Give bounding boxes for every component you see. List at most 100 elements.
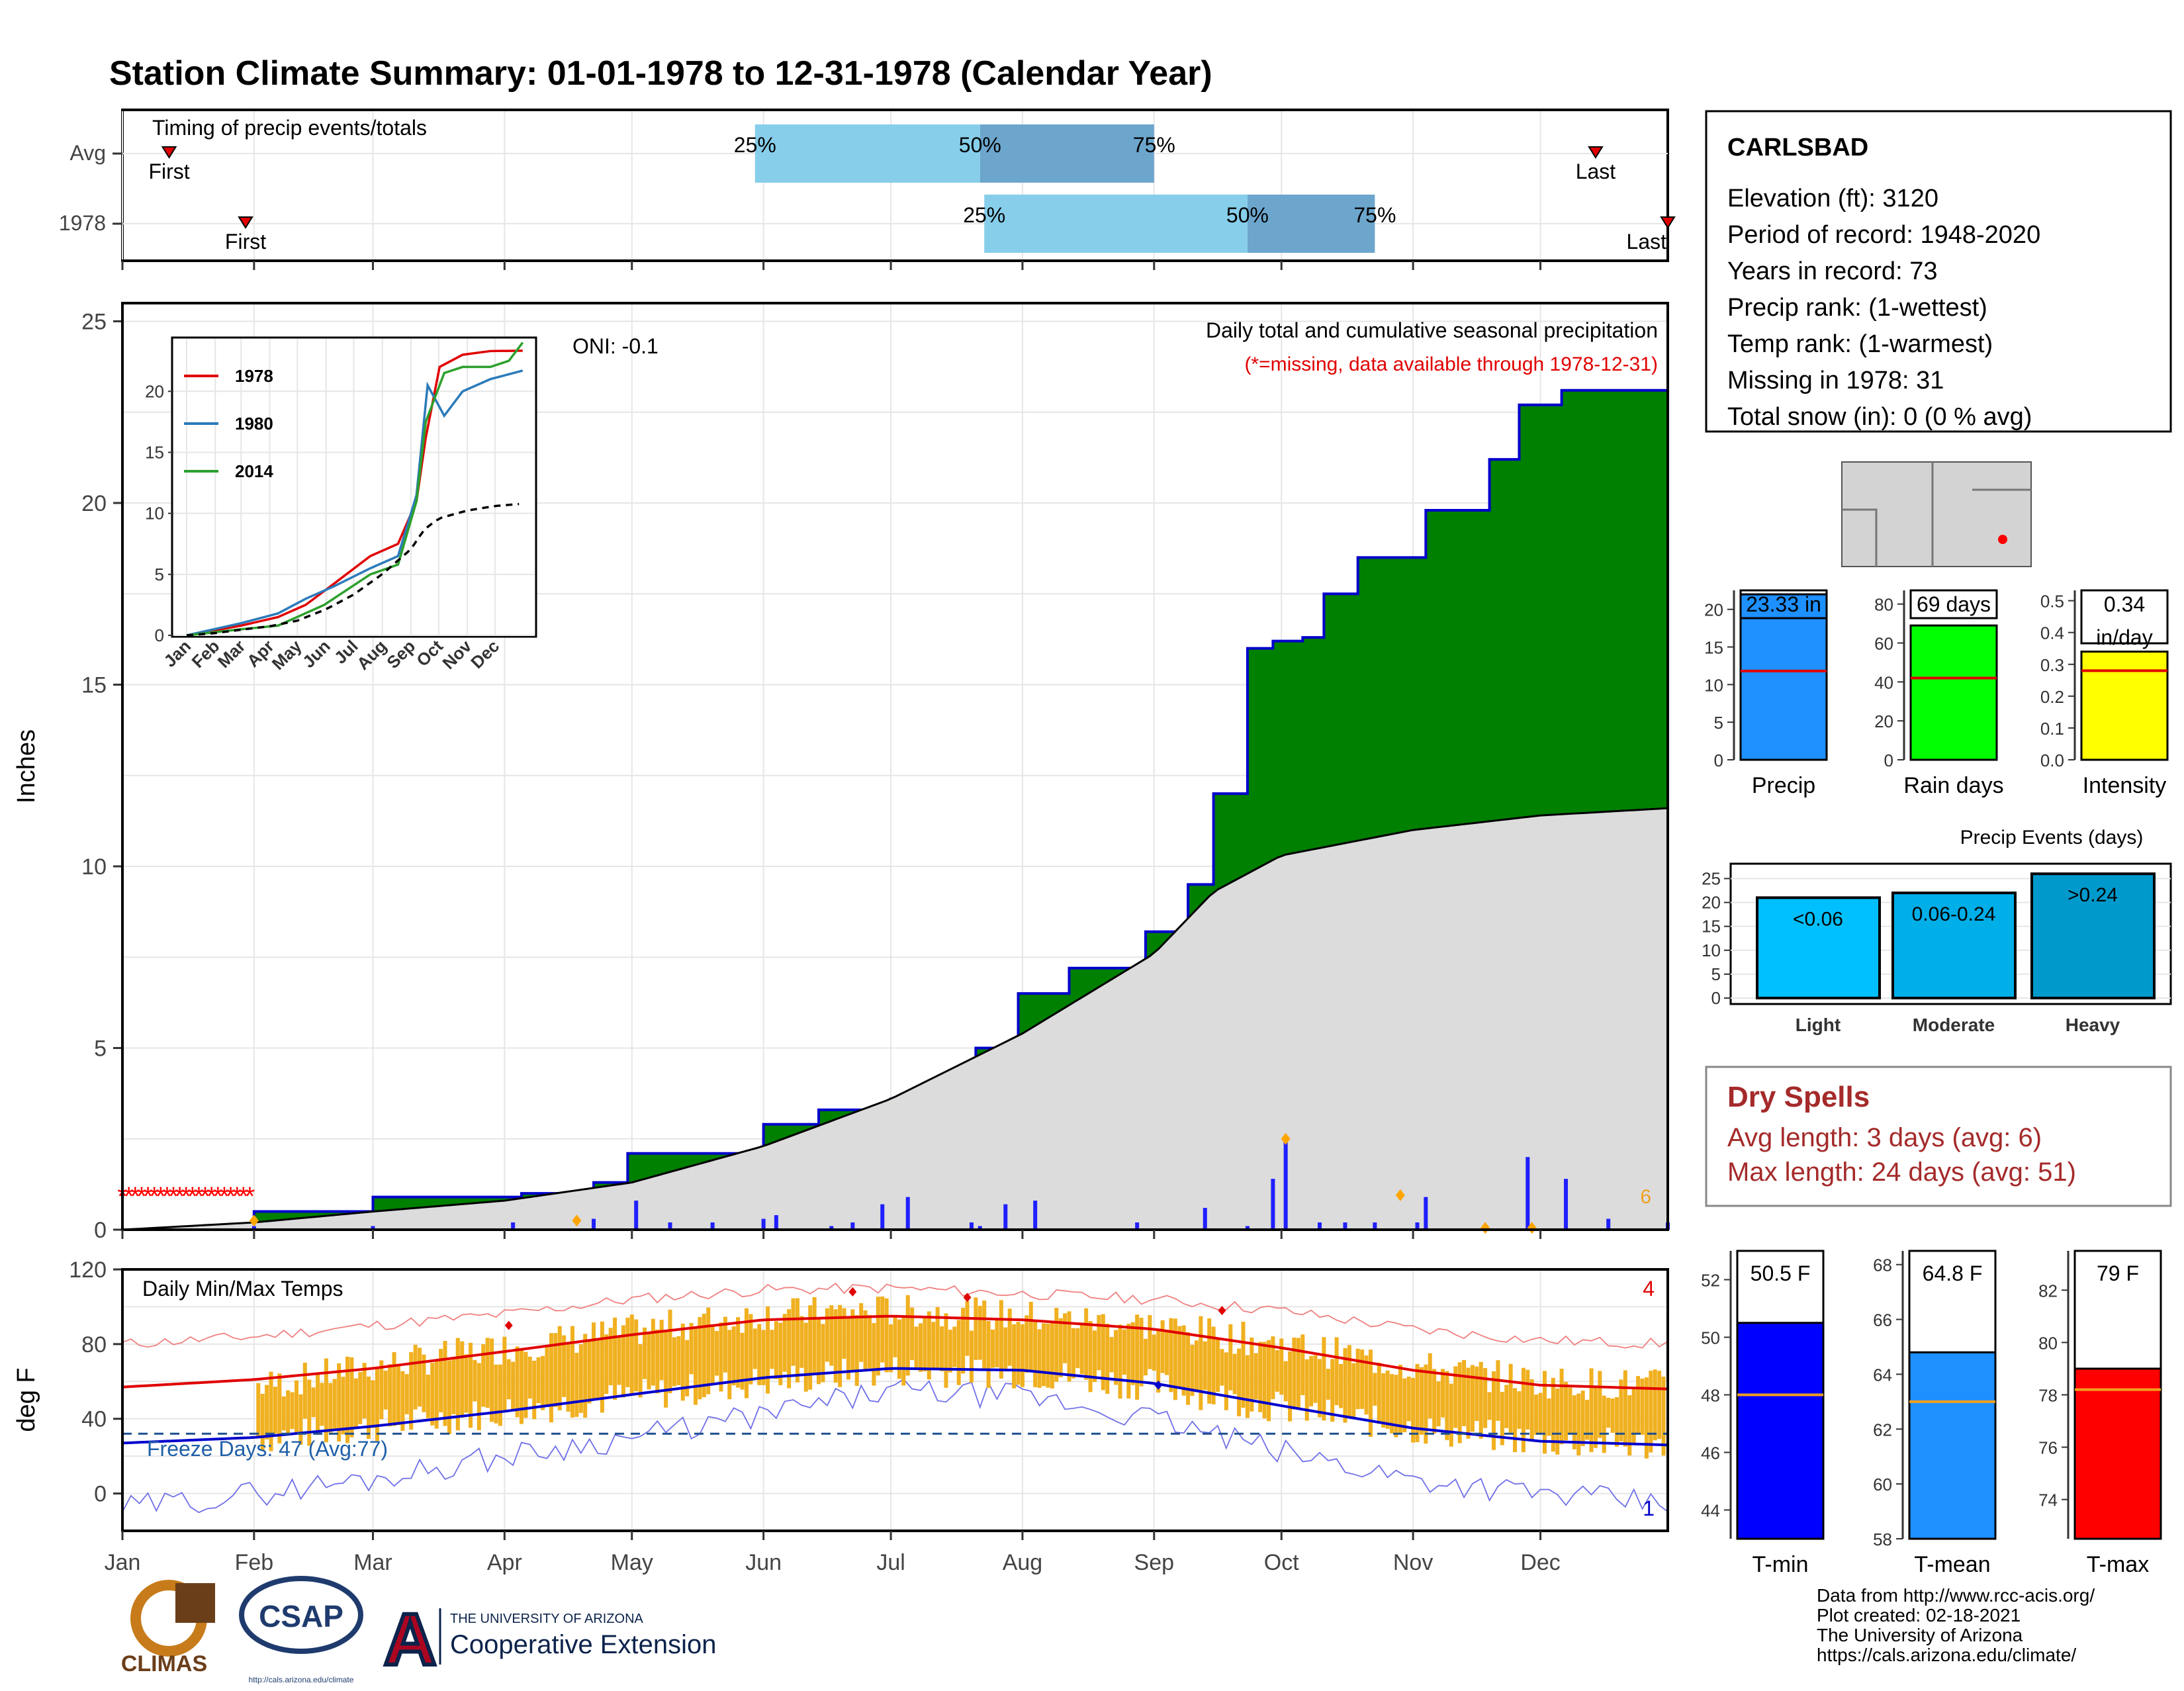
daily-temp-range-bar	[345, 1356, 349, 1443]
daily-temp-range-bar	[923, 1318, 927, 1371]
precip-events-chart: Precip Events (days) 0 5 10 15 20 25 <0.06 Ligh…	[1702, 827, 2172, 1035]
precip-annotation-missing: (*=missing, data available through 1978-…	[1244, 353, 1658, 375]
daily-temp-range-bar	[668, 1309, 672, 1393]
daily-temp-range-bar	[1462, 1359, 1467, 1426]
summary-value-box	[1909, 589, 1998, 619]
daily-precip-bar	[774, 1215, 778, 1230]
daily-temp-range-bar	[349, 1357, 354, 1438]
daily-temp-range-bar	[854, 1315, 859, 1386]
daily-temp-range-bar	[1406, 1377, 1411, 1422]
temp-bar-tick-label: 64	[1873, 1365, 1892, 1385]
temp-y-tick-label: 120	[69, 1257, 107, 1283]
daily-temp-range-bar	[1500, 1391, 1504, 1445]
daily-temp-range-bar	[1602, 1395, 1606, 1453]
daily-temp-range-bar	[787, 1309, 792, 1389]
inset-series-line	[186, 369, 523, 637]
temp-y-ticks: 0 40 80 120	[69, 1257, 122, 1507]
average-tmax-line	[122, 1314, 1668, 1391]
footer-line: The University of Arizona	[1817, 1625, 2023, 1645]
daily-precip-bar	[905, 1197, 910, 1230]
temp-bar-tick-label: 66	[1873, 1310, 1892, 1330]
timing-title: Timing of precip events/totals	[152, 116, 427, 140]
temp-y-axis-label: deg F	[13, 1367, 40, 1432]
summary-value-label: 69 days	[1917, 592, 1991, 616]
precip-event-bar	[1756, 896, 1881, 1000]
daily-temp-range-bar	[1152, 1334, 1156, 1371]
daily-temp-range-bar	[961, 1308, 966, 1374]
inset-legend-label: 1978	[235, 366, 273, 386]
daily-temp-range-bar	[799, 1316, 804, 1368]
daily-temp-range-bar	[1441, 1369, 1445, 1418]
daily-temp-range-bar	[379, 1360, 384, 1420]
daily-temp-range-bar	[1424, 1364, 1428, 1444]
daily-temp-range-bar	[842, 1308, 846, 1359]
daily-temp-range-bar	[265, 1385, 269, 1440]
timing-bar-25-50	[984, 195, 1248, 253]
csap-logo-url: http://cals.arizona.edu/climate	[249, 1675, 354, 1684]
daily-temp-range-bar	[749, 1314, 753, 1385]
daily-temp-range-bar	[744, 1308, 749, 1398]
daily-temp-range-bar	[948, 1330, 952, 1373]
daily-temp-range-bar	[876, 1297, 880, 1376]
daily-temp-range-bar	[1203, 1341, 1207, 1391]
dry-spells-max-length: Max length: 24 days (avg: 51)	[1727, 1158, 2076, 1187]
daily-temp-range-bar	[1449, 1383, 1453, 1447]
daily-temp-range-bar	[434, 1361, 439, 1429]
missing-star: *	[194, 1182, 205, 1211]
daily-temp-range-bar	[812, 1297, 817, 1375]
daily-temp-range-bar	[1050, 1321, 1054, 1389]
daily-temp-range-bar	[443, 1341, 447, 1426]
daily-temp-range-bar	[562, 1335, 567, 1397]
temp-title: Daily Min/Max Temps	[142, 1277, 343, 1301]
daily-temp-range-bar	[1483, 1368, 1488, 1428]
temp-record-marker	[848, 1287, 857, 1297]
temp-bar-tick-label: 62	[1873, 1420, 1892, 1440]
daily-temp-range-bar	[426, 1375, 430, 1418]
daily-temp-range-bar	[1296, 1338, 1300, 1408]
month-label: May	[611, 1550, 653, 1575]
daily-temp-range-bar	[1139, 1318, 1144, 1387]
summary-tick-label: 0.4	[2040, 623, 2064, 643]
daily-temp-range-bar	[1326, 1369, 1330, 1400]
daily-precip-bar	[1373, 1222, 1377, 1230]
daily-temp-range-bar	[1373, 1373, 1377, 1406]
daily-temp-range-bar	[430, 1363, 435, 1426]
daily-temp-range-bar	[1211, 1326, 1216, 1404]
daily-temp-range-bar	[1143, 1338, 1148, 1376]
summary-tick-label: 0.2	[2040, 687, 2064, 707]
daily-temp-range-bar	[506, 1359, 511, 1400]
daily-precip-bar	[251, 1226, 256, 1230]
daily-temp-range-bar	[625, 1317, 630, 1388]
ua-logo: A THE UNIVERSITY OF ARIZONA Cooperative …	[382, 1597, 716, 1682]
inset-y-tick-label: 10	[145, 504, 164, 524]
daily-temp-range-bar	[956, 1320, 961, 1385]
daily-temp-range-bar	[638, 1344, 643, 1398]
missing-star: *	[187, 1182, 198, 1211]
daily-temp-range-bar	[1033, 1322, 1038, 1387]
daily-temp-range-bar	[1016, 1322, 1021, 1385]
daily-temp-range-bar	[1428, 1353, 1432, 1419]
daily-temp-range-bar	[490, 1338, 494, 1422]
daily-temp-range-bar	[952, 1326, 957, 1367]
daily-temp-range-bar	[1126, 1324, 1131, 1399]
daily-temp-range-bar	[557, 1326, 562, 1410]
daily-temp-range-bar	[1118, 1324, 1122, 1399]
daily-temp-range-bar	[1199, 1316, 1203, 1410]
daily-precip-bar	[969, 1222, 974, 1230]
summary-tick-label: 10	[1704, 675, 1723, 695]
daily-temp-range-bar	[1067, 1311, 1071, 1382]
missing-star: *	[213, 1182, 224, 1211]
precip-event-bin-label: 0.06-0.24	[1912, 903, 1996, 925]
daily-temp-range-bar	[566, 1344, 570, 1412]
inset-average-line	[186, 502, 520, 637]
timing-row-label-avg: Avg	[69, 141, 106, 165]
daily-temp-range-bar	[578, 1344, 583, 1413]
daily-temp-range-bar	[502, 1336, 507, 1410]
extreme-precip-marker	[1281, 1132, 1291, 1145]
daily-temp-range-bar	[469, 1342, 473, 1428]
daily-temp-range-bar	[808, 1305, 813, 1390]
precip-events-bars: 0 5 10 15 20 25 <0.06 Light 0.06-0.24 Moderate >0.…	[1702, 868, 2171, 1035]
precip-panel-frame	[121, 302, 1669, 1231]
daily-temp-range-bar	[596, 1338, 600, 1400]
